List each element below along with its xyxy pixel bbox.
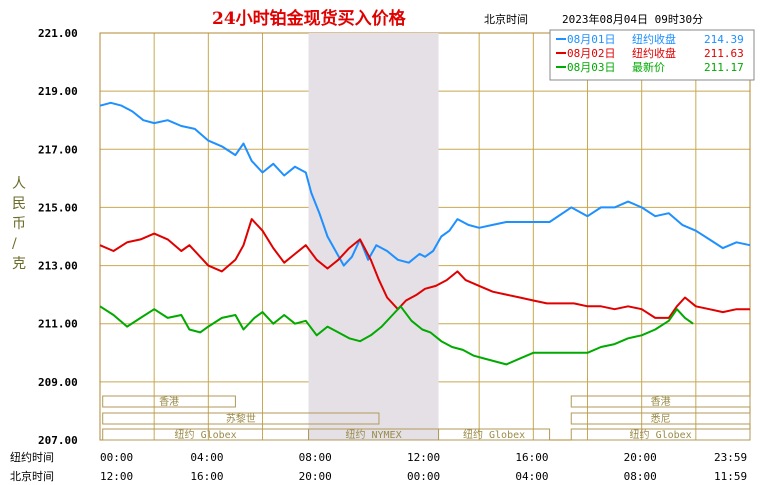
x-tick-label-ny: 16:00 bbox=[515, 451, 548, 464]
y-tick-label: 219.00 bbox=[38, 85, 78, 98]
x-tick-label-bj: 12:00 bbox=[100, 470, 133, 483]
update-datetime: 2023年08月04日 09时30分 bbox=[562, 12, 703, 26]
x-tick-label-bj: 11:59 bbox=[714, 470, 747, 483]
legend-label: 纽约收盘 bbox=[632, 32, 676, 46]
shaded-session bbox=[308, 33, 439, 440]
y-axis-label-char: 币 bbox=[12, 216, 26, 232]
market-session-bar bbox=[570, 428, 751, 441]
market-session-bar bbox=[570, 412, 751, 425]
market-session-label: 苏黎世 bbox=[226, 412, 256, 425]
x-tick-label-bj: 16:00 bbox=[190, 470, 223, 483]
legend-date: 08月02日 bbox=[567, 47, 616, 60]
market-session-label: 纽约 Globex bbox=[463, 428, 525, 441]
series-line-3 bbox=[99, 305, 694, 366]
x-tick-label-ny: 20:00 bbox=[624, 451, 657, 464]
timezone-label: 北京时间 bbox=[484, 12, 528, 26]
y-tick-label: 217.00 bbox=[38, 143, 78, 156]
market-session-bar bbox=[570, 395, 751, 408]
market-session-bar bbox=[102, 395, 236, 408]
market-session-bar bbox=[438, 428, 551, 441]
series-line-2 bbox=[99, 218, 750, 319]
y-axis-label-char: 克 bbox=[12, 256, 26, 272]
market-session-label: 香港 bbox=[159, 396, 179, 408]
y-axis-label-char: 人 bbox=[12, 176, 26, 192]
y-axis-label-char: 民 bbox=[12, 196, 26, 212]
y-axis-label-char: / bbox=[12, 236, 17, 252]
x-row2-label: 北京时间 bbox=[10, 469, 54, 483]
y-axis-label: 人民币 / 克 bbox=[12, 176, 26, 272]
legend-value: 211.17 bbox=[704, 61, 744, 74]
x-ticks: 纽约时间 北京时间 00:00 04:00 08:00 12:00 16:00 20:00… bbox=[10, 450, 747, 483]
legend-date: 08月01日 bbox=[567, 33, 616, 46]
market-session-label: 香港 bbox=[651, 396, 671, 408]
y-ticks: 221.00 219.00 217.00 215.00 213.00 211.00 209.… bbox=[38, 27, 78, 447]
y-tick-label: 213.00 bbox=[38, 260, 78, 273]
chart-title: 24小时铂金现货买入价格 bbox=[212, 8, 407, 29]
y-tick-label: 209.00 bbox=[38, 376, 78, 389]
x-tick-label-bj: 04:00 bbox=[515, 470, 548, 483]
market-session-label: 悉尼 bbox=[651, 413, 671, 425]
y-tick-label: 207.00 bbox=[38, 434, 78, 447]
legend-value: 214.39 bbox=[704, 33, 744, 46]
market-session-label: 纽约 Globex bbox=[630, 428, 692, 441]
y-tick-label: 221.00 bbox=[38, 27, 78, 40]
y-tick-label: 211.00 bbox=[38, 318, 78, 331]
x-row1-label: 纽约时间 bbox=[10, 450, 54, 464]
legend-date: 08月03日 bbox=[567, 61, 616, 74]
market-session-bar bbox=[102, 412, 380, 425]
legend-label: 纽约收盘 bbox=[632, 46, 676, 60]
series-line-1 bbox=[99, 101, 751, 267]
legend-label: 最新价 bbox=[632, 60, 665, 74]
x-tick-label-ny: 12:00 bbox=[407, 451, 440, 464]
x-tick-label-ny: 04:00 bbox=[190, 451, 223, 464]
market-session-label: 纽约 Globex bbox=[175, 428, 237, 441]
x-tick-label-ny: 00:00 bbox=[100, 451, 133, 464]
x-tick-label-bj: 08:00 bbox=[624, 470, 657, 483]
market-session-label: 纽约 NYMEX bbox=[345, 428, 401, 441]
legend-value: 211.63 bbox=[704, 47, 744, 60]
x-tick-label-bj: 00:00 bbox=[407, 470, 440, 483]
x-tick-label-ny: 08:00 bbox=[299, 451, 332, 464]
x-tick-label-ny: 23:59 bbox=[714, 451, 747, 464]
x-tick-label-bj: 20:00 bbox=[299, 470, 332, 483]
y-tick-label: 215.00 bbox=[38, 201, 78, 214]
